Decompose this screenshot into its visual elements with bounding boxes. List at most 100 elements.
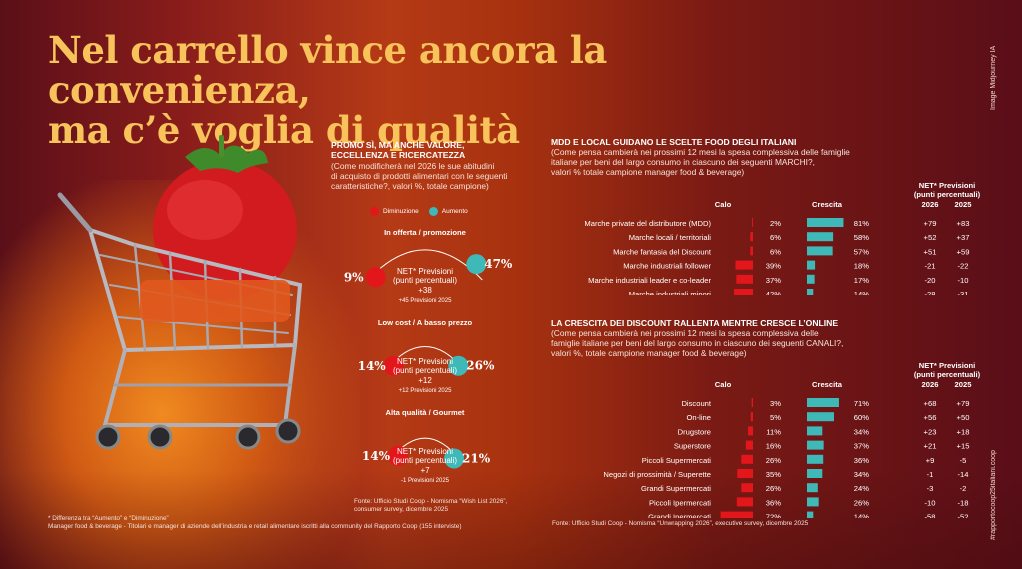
bar-row: Drugstore 11% 34% +23 +18 (678, 426, 969, 436)
promo-question-line-2: di acquisto di prodotti alimentari con l… (331, 171, 508, 181)
prev-value: +45 Previsioni 2025 (399, 298, 453, 304)
net-2026-value: -28 (925, 290, 936, 295)
year-2026-header: 2026 (922, 200, 939, 209)
calo-value: 6% (770, 233, 781, 242)
promo-item-2: Low cost / A basso prezzo 14% 26% NET* Prev… (358, 318, 495, 394)
promo-dumbbell-chart: In offerta / promozione 9% 47% NET* Previsi… (344, 228, 513, 484)
crescita-bar (807, 246, 833, 256)
row-label: Marche industriali leader e co-leader (588, 276, 711, 285)
calo-bar (750, 246, 753, 256)
net-2025-value: -52 (958, 513, 969, 518)
net-2025-value: -10 (958, 276, 969, 285)
footnote-line-2: Manager food & beverage - Titolari e man… (48, 523, 462, 530)
image-credit: Image Midjourney IA (990, 45, 997, 110)
crescita-value: 24% (854, 484, 869, 493)
row-label: Drugstore (678, 427, 711, 436)
bar-row: On-line 5% 60% +56 +50 (687, 412, 970, 422)
net-2026-value: -3 (927, 484, 934, 493)
brands-chart-title: MDD E LOCAL GUIDANO LE SCELTE FOOD DEGLI… (551, 137, 797, 147)
net-2026-value: -10 (925, 498, 936, 507)
crescita-value: 17% (854, 276, 869, 285)
net-header-1: NET* Previsioni (919, 181, 976, 190)
decrease-value: 14% (362, 449, 391, 463)
increase-dot (444, 448, 465, 469)
calo-bar (752, 218, 753, 227)
bar-row: Grandi Ipermercati 72% 14% -58 -52 (648, 511, 969, 518)
crescita-bar (807, 497, 819, 507)
crescita-bar (807, 218, 844, 227)
calo-value: 26% (766, 456, 781, 465)
row-label: Superstore (674, 442, 711, 451)
calo-value: 37% (766, 276, 781, 285)
net-2025-value: -14 (958, 470, 969, 479)
cart-illustration (57, 135, 303, 450)
crescita-bar (807, 454, 824, 464)
net-2025-value: +79 (957, 399, 970, 408)
legend-increase-swatch (428, 207, 438, 216)
crescita-value: 58% (854, 233, 869, 242)
calo-value: 26% (766, 484, 781, 493)
calo-value: 3% (770, 399, 781, 408)
net-2025-value: -18 (958, 498, 969, 507)
promo-source-line-1: Fonte: Ufficio Studi Coop - Nomisma “Wis… (354, 498, 508, 505)
calo-value: 16% (766, 442, 781, 451)
decrease-value: 14% (358, 359, 387, 373)
channels-chart-header: LA CRESCITA DEI DISCOUNT RALLENTA MENTRE… (551, 318, 911, 358)
net-2026-value: -20 (925, 276, 936, 285)
net-label-1: NET* Previsioni (397, 447, 453, 456)
calo-value: 2% (770, 219, 781, 228)
bar-row: Piccoli Ipermercati 36% 26% -10 -18 (649, 497, 969, 507)
crescita-value: 71% (854, 399, 869, 408)
crescita-value: 26% (854, 498, 869, 507)
crescita-bar (807, 426, 823, 436)
crescita-value: 60% (854, 413, 869, 422)
crescita-bar (807, 469, 823, 478)
net-header-1: NET* Previsioni (919, 361, 976, 370)
net-2026-value: +79 (924, 219, 937, 228)
net-2026-value: +56 (924, 413, 937, 422)
net-header-2: (punti percentuali) (914, 370, 980, 379)
net-label-1: NET* Previsioni (397, 267, 453, 276)
prev-value: +12 Previsioni 2025 (399, 388, 453, 394)
net-2025-value: +50 (957, 413, 970, 422)
bar-row: Superstore 16% 37% +21 +15 (674, 440, 969, 451)
net-2026-value: +51 (924, 247, 937, 256)
increase-value: 26% (466, 359, 495, 373)
channels-chart-subtitle-2: famiglie italiane per beni del largo con… (551, 338, 844, 348)
net-2026-value: +23 (924, 427, 937, 436)
crescita-bar (807, 274, 815, 284)
row-label: Grandi Supermercati (641, 484, 711, 493)
crescita-bar (807, 511, 814, 518)
channels-source: Fonte: Ufficio Studi Coop - Nomisma “Unw… (552, 520, 809, 527)
strawberry-icon (153, 135, 297, 300)
promo-panel-header: PROMO SÌ, MA ANCHE VALORE, ECCELLENZA E … (331, 140, 531, 191)
net-2025-value: -5 (960, 456, 967, 465)
year-2025-header: 2025 (955, 200, 973, 209)
crescita-header: Crescita (812, 200, 843, 209)
crescita-bar (807, 483, 818, 493)
decrease-dot (383, 355, 404, 376)
legend-increase-label: Aumento (441, 208, 468, 215)
crescita-bar (807, 232, 834, 242)
calo-bar (750, 232, 753, 242)
row-label: Grandi Ipermercati (648, 513, 711, 518)
crescita-header: Crescita (812, 380, 843, 389)
bottle-icon (140, 280, 290, 322)
wheel-icons (95, 418, 301, 450)
calo-value: 5% (770, 413, 781, 422)
crescita-value: 34% (854, 470, 869, 479)
increase-value: 21% (462, 451, 491, 465)
crescita-value: 57% (854, 247, 869, 256)
row-label: Negozi di prossimità / Superette (603, 470, 711, 479)
increase-dot (466, 254, 487, 275)
row-label: Marche locali / territoriali (629, 233, 712, 242)
row-label: On-line (687, 413, 711, 422)
promo-heading-line-2: ECCELLENZA E RICERCATEZZA (331, 150, 466, 160)
crescita-bar (807, 398, 839, 407)
bar-row: Marche fantasia del Discount 6% 57% +51 +59 (613, 246, 969, 256)
net-2026-value: -58 (925, 513, 936, 518)
year-2025-header: 2025 (955, 380, 973, 389)
net-2026-value: -21 (925, 262, 936, 271)
calo-bar (720, 511, 753, 518)
promo-source: Fonte: Ufficio Studi Coop - Nomisma “Wis… (354, 498, 534, 514)
